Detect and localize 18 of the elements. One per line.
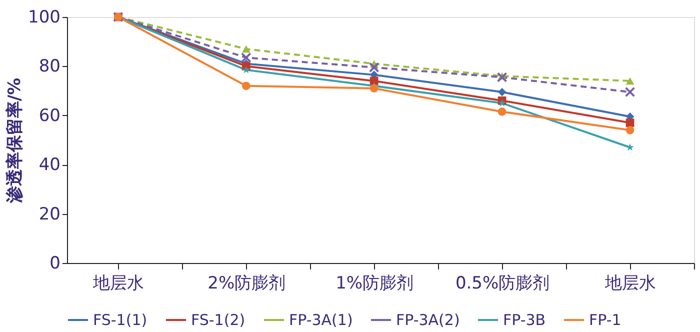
x-tick-label: 0.5%防膨剂 (455, 274, 550, 294)
y-tick-label: 60 (38, 106, 60, 126)
y-tick-label: 20 (38, 204, 60, 224)
y-axis-title: 渗透率保留率/% (5, 78, 26, 204)
y-tick-label: 40 (38, 155, 60, 176)
y-tick-label: 80 (38, 56, 60, 77)
legend-label: FS-1(1) (93, 311, 148, 329)
legend-label: FP-3A(2) (396, 311, 460, 329)
legend-label: FP-3A(1) (289, 311, 353, 329)
y-tick-label: 0 (50, 254, 60, 274)
legend-label: FP-3B (503, 311, 546, 329)
x-tick-label: 1%防膨剂 (336, 274, 414, 294)
legend-label: FP-1 (589, 311, 622, 329)
y-tick-label: 100 (28, 8, 60, 28)
x-tick-label: 2%防膨剂 (208, 274, 286, 294)
x-tick-label: 地层水 (92, 274, 144, 294)
x-tick-label: 地层水 (604, 274, 656, 294)
legend-label: FS-1(2) (191, 311, 246, 329)
